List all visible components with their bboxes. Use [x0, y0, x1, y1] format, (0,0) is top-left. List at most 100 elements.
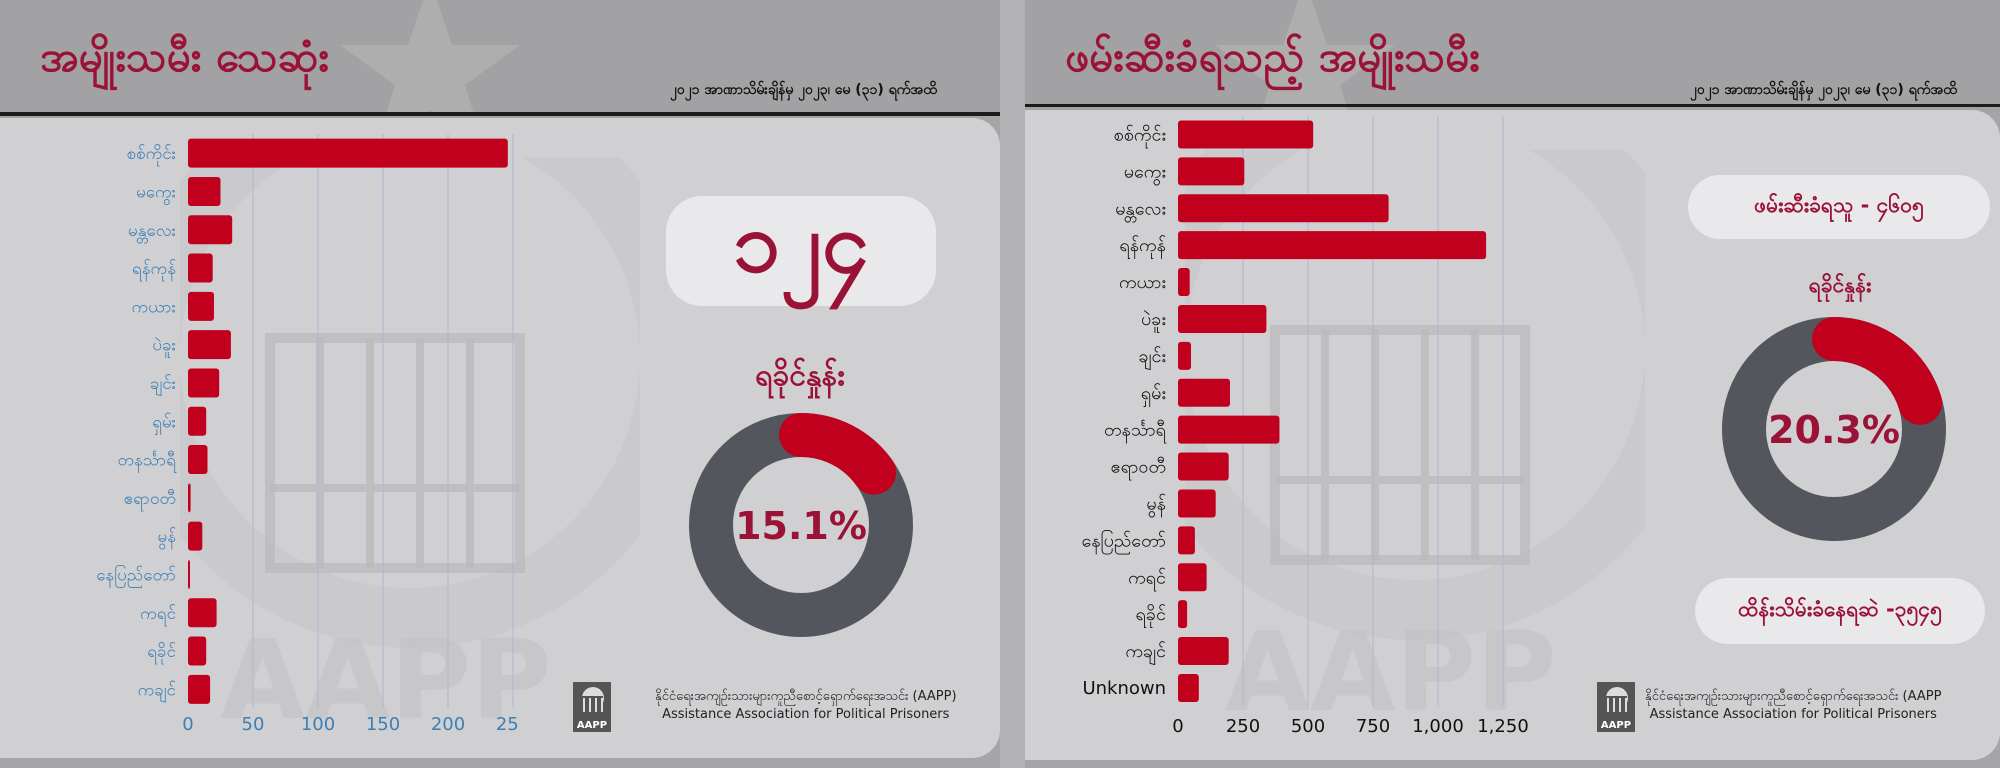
right-category-label: ကရင် — [1128, 567, 1166, 591]
right-org-name-en: Assistance Association for Political Pri… — [1649, 707, 1937, 722]
left-x-tick-label: 250 — [496, 714, 520, 735]
left-bar — [188, 291, 214, 321]
logo-text: AAPP — [577, 720, 607, 731]
right-title: ဖမ်းဆီးခံရသည့် အမျိုးသမီး — [1065, 32, 1480, 81]
right-category-label: ရန်ကုန် — [1119, 235, 1166, 259]
left-category-label: ရခိုင် — [147, 642, 176, 665]
left-bar — [188, 636, 207, 666]
right-bar — [1178, 600, 1188, 629]
right-org-name-mm: နိုင်ငံရေးအကျဉ်းသားများကူညီစောင့်ရှောက်ရ… — [1645, 689, 1942, 704]
right-bar — [1178, 563, 1207, 592]
left-category-label: ချင်း — [150, 374, 176, 397]
aapp-logo-icon: AAPP — [1597, 682, 1635, 732]
left-category-label: ရှမ်း — [152, 412, 176, 435]
aapp-logo-icon: AAPP — [573, 682, 611, 732]
left-infographic-panel: အမျိုးသမီး သေဆုံး ၂၀၂၁ အာဏာသိမ်းချိန်မှ … — [0, 0, 1000, 758]
left-category-label: မန္တလေး — [128, 221, 176, 244]
left-category-label: ပဲခူး — [152, 335, 176, 358]
right-bar — [1178, 415, 1280, 444]
arrested-total-pill: ဖမ်းဆီးခံရသူ - ၄၆၀၅ — [1688, 175, 1990, 239]
left-category-label: ရန်ကုန် — [132, 259, 176, 282]
left-category-label: စစ်ကိုင်း — [126, 144, 176, 167]
right-x-tick-label: 1,000 — [1412, 716, 1464, 737]
right-category-label: ချင်း — [1138, 346, 1166, 370]
right-category-label: မွန် — [1146, 493, 1166, 517]
right-x-tick-label: 0 — [1172, 716, 1183, 737]
right-bar — [1178, 378, 1230, 407]
left-x-tick-label: 0 — [182, 714, 193, 735]
left-category-label: ကချင် — [138, 680, 176, 703]
right-category-label: မန္တလေး — [1115, 198, 1166, 222]
logo-text: AAPP — [1601, 720, 1631, 731]
left-x-tick-label: 200 — [431, 714, 465, 735]
right-bar — [1178, 268, 1190, 297]
right-category-label: Unknown — [1082, 678, 1166, 699]
left-x-tick-label: 100 — [301, 714, 335, 735]
right-x-tick-label: 250 — [1226, 716, 1260, 737]
right-date-range: ၂၀၂၁ အာဏာသိမ်းချိန်မှ ၂၀၂၃၊ မေ (၃၁) ရက်အ… — [1690, 82, 1957, 98]
left-bar — [188, 330, 231, 360]
right-category-label: ဧရာဝတီ — [1111, 457, 1167, 481]
panel-divider — [1000, 0, 1025, 768]
right-donut-percent: 20.3% — [1768, 408, 1900, 452]
right-x-tick-label: 750 — [1356, 716, 1390, 737]
right-bar — [1178, 489, 1216, 518]
left-bar — [188, 674, 211, 704]
left-bar — [188, 483, 191, 513]
right-bar — [1178, 231, 1487, 260]
left-x-tick-label: 50 — [242, 714, 265, 735]
left-org-name: နိုင်ငံရေးအကျဉ်းသားများကူညီစောင့်ရှောက်ရ… — [655, 688, 957, 724]
left-region-label: ရခိုင်နှုန်း — [755, 358, 845, 393]
left-bar — [188, 253, 213, 283]
detained-total-pill: ထိန်းသိမ်းခံနေရဆဲ -၃၅၄၅ — [1695, 578, 1985, 644]
star-watermark-icon — [340, 0, 520, 112]
right-infographic-panel: ဖမ်းဆီးခံရသည့် အမျိုးသမီး ၂၀၂၁ အာဏာသိမ်း… — [1025, 0, 2000, 768]
left-header: အမျိုးသမီး သေဆုံး ၂၀၂၁ အာဏာသိမ်းချိန်မှ … — [0, 0, 1000, 112]
total-deaths-badge: ၁၂၄ — [666, 193, 936, 306]
right-category-label: ရှမ်း — [1141, 383, 1166, 407]
right-bar — [1178, 637, 1229, 666]
right-bar — [1178, 452, 1229, 481]
left-category-label: မကွေး — [136, 182, 176, 205]
left-bar-chart: 0 50 100 150 200 250 စစ်ကိုင်းမကွေးမန္တလေးရန်က… — [96, 134, 520, 735]
left-title: အမျိုးသမီး သေဆုံး — [40, 32, 329, 81]
right-org-name: နိုင်ငံရေးအကျဉ်းသားများကူညီစောင့်ရှောက်ရ… — [1645, 688, 1941, 724]
left-bar — [188, 445, 208, 475]
left-category-label: ကယား — [132, 297, 176, 317]
right-category-label: ပဲခူး — [1141, 309, 1166, 333]
left-bar — [188, 521, 203, 551]
left-org-name-en: Assistance Association for Political Pri… — [662, 707, 950, 722]
right-category-label: ကချင် — [1125, 641, 1166, 665]
right-x-tick-label: 1,250 — [1477, 716, 1529, 737]
left-category-label: ဧရာဝတီ — [124, 489, 176, 512]
right-bar — [1178, 157, 1245, 186]
right-x-tick-label: 500 — [1291, 716, 1325, 737]
right-bar — [1178, 526, 1195, 555]
right-category-label: တနင်္သာရီ — [1104, 420, 1167, 444]
left-category-label: မွန် — [157, 527, 176, 550]
left-header-rule — [0, 112, 1000, 116]
left-bar — [188, 598, 217, 628]
right-bar — [1178, 341, 1191, 370]
left-bar — [188, 368, 220, 398]
left-org-name-mm: နိုင်ငံရေးအကျဉ်းသားများကူညီစောင့်ရှောက်ရ… — [655, 689, 957, 704]
left-category-label: ကရင် — [140, 604, 176, 627]
left-bar — [188, 406, 207, 436]
right-category-label: စစ်ကိုင်း — [1114, 124, 1166, 148]
left-category-label: တနင်္သာရီ — [117, 451, 177, 474]
right-bar — [1178, 304, 1267, 333]
left-donut-slice — [779, 413, 897, 495]
right-category-label: နေပြည်တော် — [1082, 529, 1166, 554]
right-header: ဖမ်းဆီးခံရသည့် အမျိုးသမီး ၂၀၂၁ အာဏာသိမ်း… — [1025, 0, 2000, 112]
right-donut-slice — [1812, 317, 1943, 425]
left-donut-percent: 15.1% — [735, 504, 867, 548]
left-bar — [188, 138, 508, 168]
right-header-rule — [1025, 104, 2000, 107]
left-bar — [188, 559, 190, 589]
left-x-tick-label: 150 — [366, 714, 400, 735]
left-date-range: ၂၀၂၁ အာဏာသိမ်းချိန်မှ ၂၀၂၃၊ မေ (၃၁) ရက်အ… — [670, 82, 937, 98]
right-category-label: မကွေး — [1124, 161, 1166, 185]
left-category-label: နေပြည်တော် — [96, 563, 176, 588]
left-donut-chart: 15.1% — [689, 413, 913, 637]
left-bar — [188, 215, 233, 245]
